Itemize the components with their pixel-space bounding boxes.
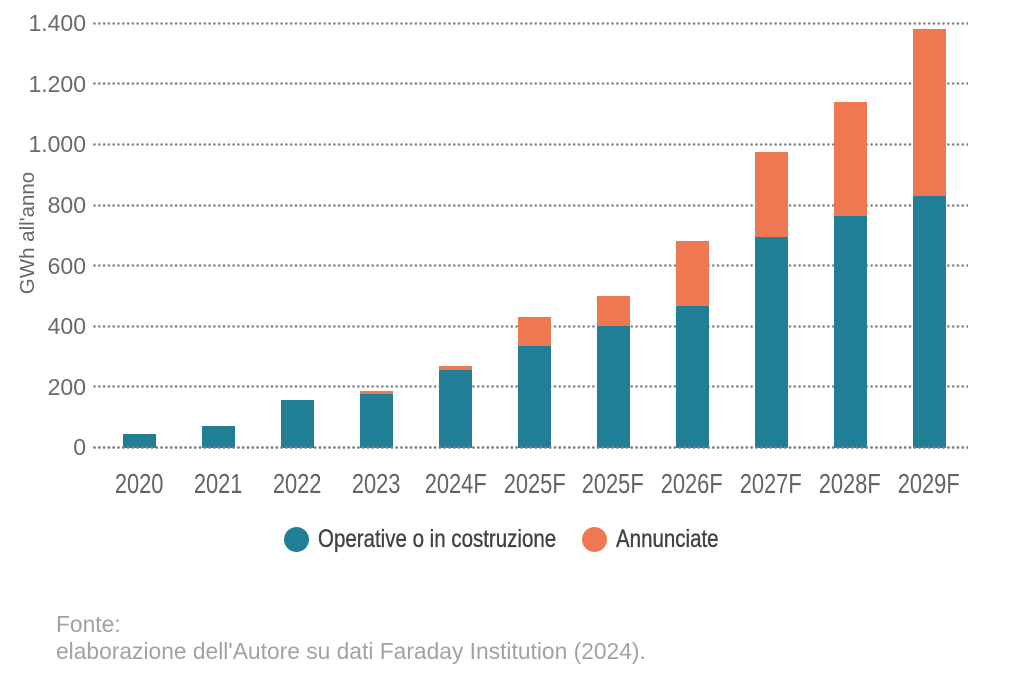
bar-2026F-annunciate xyxy=(675,241,709,307)
bar-2028F-operative xyxy=(833,215,867,449)
source-note: Fonte: elaborazione dell'Autore su dati … xyxy=(56,611,646,664)
bar-2025F-operative xyxy=(596,326,630,449)
x-tick-label-0: 2020 xyxy=(115,467,164,499)
y-tick-label-1000: 1.000 xyxy=(28,131,86,158)
legend-item-operative: Operative o in costruzione xyxy=(284,524,608,553)
bar-2025F-annunciate xyxy=(517,317,551,346)
y-tick-label-400: 400 xyxy=(47,313,86,340)
gridline-1200 xyxy=(93,82,968,86)
bar-2029F-operative xyxy=(912,195,946,449)
x-tick-label-4: 2024F xyxy=(424,467,487,499)
legend-label-operative: Operative o in costruzione xyxy=(318,524,557,553)
legend-swatch-annunciate xyxy=(582,526,607,552)
bar-2027F-annunciate xyxy=(754,152,788,237)
source-label: Fonte: xyxy=(56,611,121,637)
bar-2029F-annunciate xyxy=(912,29,946,196)
bar-2020-operative xyxy=(123,433,156,449)
legend-swatch-operative xyxy=(284,526,309,552)
bar-2023-operative xyxy=(359,394,393,449)
legend-item-annunciate: Annunciate xyxy=(582,524,741,553)
y-tick-label-0: 0 xyxy=(73,434,86,461)
source-text: elaborazione dell'Autore su dati Faraday… xyxy=(56,637,646,664)
y-tick-label-1400: 1.400 xyxy=(28,10,86,37)
bar-2024F-operative xyxy=(438,370,472,449)
bar-2027F-operative xyxy=(754,236,788,449)
bar-2026F-operative xyxy=(675,306,709,449)
x-tick-label-2: 2022 xyxy=(273,467,322,499)
bar-2022-operative xyxy=(280,400,314,449)
y-tick-label-200: 200 xyxy=(47,373,86,400)
y-tick-label-1200: 1.200 xyxy=(28,70,86,97)
gridline-1000 xyxy=(93,142,968,146)
bar-2021-operative xyxy=(201,426,235,449)
bar-2025F-annunciate xyxy=(596,295,630,327)
gridline-zero-overlay xyxy=(93,445,968,449)
x-tick-label-3: 2023 xyxy=(352,467,401,499)
bar-2024F-annunciate xyxy=(438,365,472,371)
x-tick-label-10: 2029F xyxy=(898,467,960,499)
x-tick-label-9: 2028F xyxy=(819,467,882,499)
y-tick-label-800: 800 xyxy=(47,192,86,219)
gridline-600 xyxy=(93,264,968,268)
gridline-800 xyxy=(93,203,968,207)
x-tick-label-7: 2026F xyxy=(661,467,724,499)
bar-2028F-annunciate xyxy=(833,102,867,216)
x-tick-label-5: 2025F xyxy=(503,467,566,499)
y-tick-label-600: 600 xyxy=(47,252,86,279)
x-tick-label-1: 2021 xyxy=(194,467,243,499)
x-tick-label-8: 2027F xyxy=(740,467,803,499)
x-tick-label-6: 2025F xyxy=(582,467,645,499)
bar-2025F-operative xyxy=(517,345,551,449)
bar-2023-annunciate xyxy=(359,391,393,395)
gridline-1400 xyxy=(93,21,968,25)
legend-label-annunciate: Annunciate xyxy=(616,524,719,553)
